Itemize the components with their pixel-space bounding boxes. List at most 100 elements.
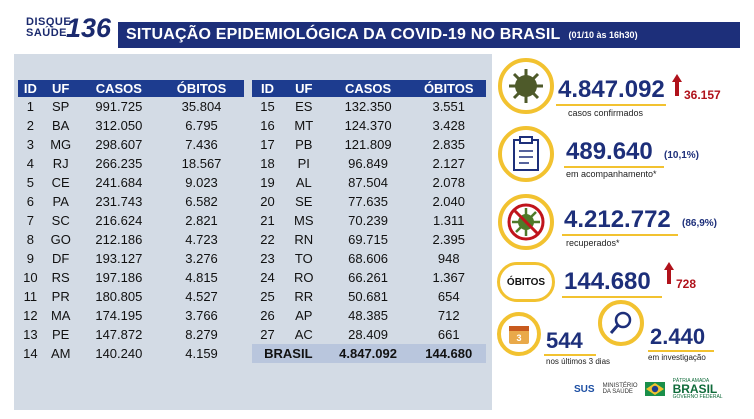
table-cell: 4.815 (185, 270, 218, 285)
table-row: 25 RR 50.681 654 (252, 287, 486, 306)
deaths-badge: ÓBITOS (497, 262, 555, 302)
table-cell: 8.279 (185, 327, 218, 342)
table-cell: RS (51, 270, 70, 285)
table-cell: 8 (26, 232, 34, 247)
table-cell: 3.766 (185, 308, 218, 323)
table-cell: MA (50, 308, 71, 323)
table-cell: 241.684 (95, 175, 143, 190)
arrow-up-icon (664, 262, 674, 284)
table-cell: 3.428 (432, 118, 466, 133)
virus-icon-circle (498, 58, 554, 114)
table-header-row: ID UF CASOS ÓBITOS (18, 80, 244, 97)
table-cell: 19 (260, 175, 275, 190)
underline (562, 234, 678, 236)
table-cell: 28.409 (348, 327, 388, 342)
underline (544, 354, 596, 356)
table-row: 15 ES 132.350 3.551 (252, 97, 486, 116)
table-cell: 132.350 (344, 99, 392, 114)
table-cell: 5 (26, 175, 34, 190)
table-cell: 87.504 (348, 175, 388, 190)
page-title: SITUAÇÃO EPIDEMIOLÓGICA DA COVID-19 NO B… (126, 26, 561, 43)
table-cell: 298.607 (95, 137, 143, 152)
underline (556, 104, 666, 106)
table-cell: 216.624 (95, 213, 143, 228)
table-cell: 2.040 (432, 194, 466, 209)
logo-disque: DISQUE (26, 16, 72, 28)
states-table-right: ID UF CASOS ÓBITOS 15 ES 132.350 3.551 16 MT 124.… (252, 80, 486, 363)
title-date: (01/10 às 16h30) (568, 30, 638, 40)
table-cell: 24 (260, 270, 275, 285)
table-cell: 1 (26, 99, 34, 114)
table-header-row: ID UF CASOS ÓBITOS (252, 80, 486, 97)
table-row: 3 MG 298.607 7.436 (18, 135, 244, 154)
last3-label: nos últimos 3 dias (546, 357, 611, 366)
table-cell: 661 (437, 327, 460, 342)
ministerio-text: MINISTÉRIO DA SAÚDE (602, 383, 638, 395)
table-row: 27 AC 28.409 661 (252, 325, 486, 344)
table-cell: 193.127 (95, 251, 143, 266)
table-cell: 6.795 (185, 118, 218, 133)
table-cell: 9 (26, 251, 34, 266)
title-bar: SITUAÇÃO EPIDEMIOLÓGICA DA COVID-19 NO B… (118, 22, 740, 48)
virus-icon (509, 69, 543, 103)
confirmed-label: casos confirmados (568, 108, 644, 118)
clipboard-icon (513, 136, 539, 171)
table-row: 1 SP 991.725 35.804 (18, 97, 244, 116)
table-cell: 22 (260, 232, 275, 247)
monitoring-label: em acompanhamento* (566, 169, 657, 179)
table-cell: MT (294, 118, 314, 133)
table-cell: 212.186 (95, 232, 143, 247)
states-table-left: ID UF CASOS ÓBITOS 1 SP 991.725 35.804 2 BA 312.0… (18, 80, 244, 363)
table-cell: PE (52, 327, 70, 342)
table-cell: 2.821 (185, 213, 218, 228)
confirmed-delta: 36.157 (684, 88, 721, 102)
table-row: 6 PA 231.743 6.582 (18, 192, 244, 211)
table-cell: AL (295, 175, 312, 190)
table-cell: RR (294, 289, 314, 304)
table-cell: 180.805 (95, 289, 143, 304)
table-cell: 21 (260, 213, 275, 228)
magnifier-icon (609, 311, 632, 334)
table-cell: 231.743 (95, 194, 143, 209)
brazil-flag-icon (644, 382, 665, 396)
table-cell: PI (297, 156, 310, 171)
table-cell: 1.311 (432, 213, 465, 228)
table-cell: PA (52, 194, 69, 209)
monitoring-pct: (10,1%) (664, 150, 700, 161)
total-casos: 4.847.092 (324, 344, 412, 363)
table-cell: 174.195 (95, 308, 143, 323)
table-row: 26 AP 48.385 712 (252, 306, 486, 325)
confirmed-value: 4.847.092 (558, 76, 665, 103)
table-cell: RN (294, 232, 314, 247)
table-cell: 25 (260, 289, 275, 304)
table-cell: SE (295, 194, 313, 209)
calendar-icon: 3 (509, 326, 529, 344)
table-cell: 96.849 (348, 156, 388, 171)
table-row: 9 DF 193.127 3.276 (18, 249, 244, 268)
underline (564, 166, 664, 168)
table-cell: SP (52, 99, 70, 114)
last3-value: 544 (546, 328, 583, 353)
column-header: UF (42, 80, 79, 97)
table-cell: MS (294, 213, 314, 228)
table-cell: 266.235 (95, 156, 143, 171)
table-cell: 7.436 (185, 137, 218, 152)
total-label: BRASIL (252, 344, 325, 363)
table-row: 21 MS 70.239 1.311 (252, 211, 486, 230)
table-cell: 2.078 (432, 175, 466, 190)
table-cell: 15 (260, 99, 275, 114)
brasil-text: BRASIL (672, 382, 718, 396)
table-row: 12 MA 174.195 3.766 (18, 306, 244, 325)
table-row: 7 SC 216.624 2.821 (18, 211, 244, 230)
table-cell: 2.127 (432, 156, 466, 171)
table-cell: 70.239 (348, 213, 388, 228)
table-row: 17 PB 121.809 2.835 (252, 135, 486, 154)
table-row: 11 PR 180.805 4.527 (18, 287, 244, 306)
table-cell: 3 (26, 137, 34, 152)
table-cell: 16 (260, 118, 275, 133)
table-cell: RJ (52, 156, 69, 171)
investigation-label: em investigação (648, 353, 706, 362)
table-cell: 4.527 (185, 289, 218, 304)
table-row: 5 CE 241.684 9.023 (18, 173, 244, 192)
